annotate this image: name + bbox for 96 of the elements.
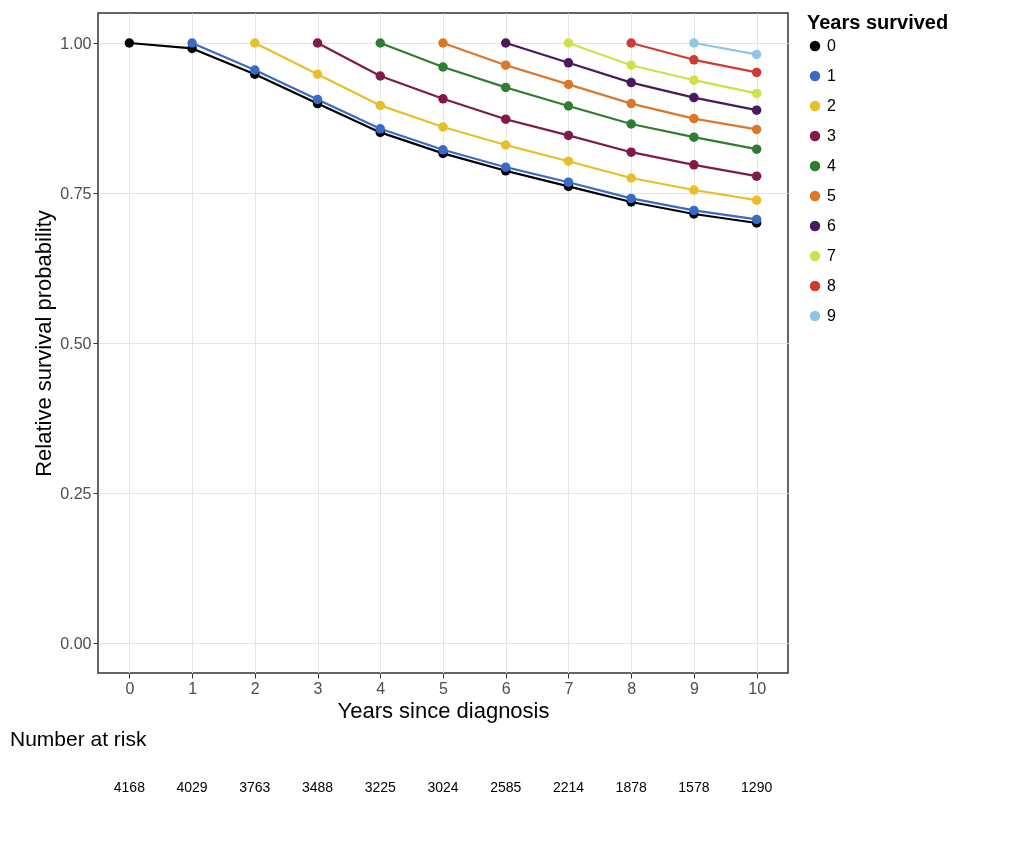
point <box>751 67 762 78</box>
point <box>751 49 762 60</box>
legend-label: 5 <box>827 187 836 204</box>
text: 4029 <box>176 779 208 795</box>
y-tick-label: 0.25 <box>60 484 92 502</box>
y-tick-label: 0.75 <box>60 184 92 202</box>
text: 3763 <box>239 779 271 795</box>
point <box>187 38 197 48</box>
text: 3225 <box>364 779 397 795</box>
point <box>751 171 762 181</box>
point <box>375 124 386 134</box>
point <box>563 101 574 111</box>
point <box>626 98 636 109</box>
text: 1290 <box>741 779 773 795</box>
point <box>438 94 448 104</box>
text: 2585 <box>490 779 522 795</box>
point <box>563 177 574 187</box>
x-tick-label: 6 <box>501 679 511 697</box>
legend-label: 2 <box>827 97 836 114</box>
point <box>751 88 762 99</box>
legend-label: 0 <box>827 37 836 54</box>
point <box>626 60 636 70</box>
point <box>500 140 511 150</box>
text: 4168 <box>113 779 146 795</box>
y-axis-title: Relative survival probability <box>31 210 57 477</box>
point <box>563 79 574 90</box>
text: 2214 <box>552 779 585 795</box>
point <box>751 214 762 225</box>
x-tick-label: 9 <box>689 679 699 697</box>
point <box>689 92 699 103</box>
point <box>626 77 636 88</box>
point <box>375 38 386 48</box>
legend-title: Years survived <box>807 11 949 33</box>
point <box>751 124 762 135</box>
legend-label: 9 <box>827 307 836 324</box>
legend-label: 7 <box>827 247 836 264</box>
x-axis-title: Years since diagnosis <box>337 697 550 723</box>
legend-label: 3 <box>827 127 836 144</box>
y-tick-label: 1.00 <box>60 34 92 52</box>
point <box>563 38 574 48</box>
legend-label: 6 <box>827 217 836 234</box>
point <box>689 55 699 65</box>
point <box>689 38 699 48</box>
y-tick-label: 0.00 <box>60 634 92 652</box>
point <box>375 100 386 111</box>
x-tick-label: 8 <box>627 679 637 697</box>
point <box>500 114 511 124</box>
point <box>438 122 448 132</box>
point <box>312 69 323 79</box>
point <box>626 147 636 157</box>
text: 3488 <box>301 779 334 795</box>
text: Number at risk <box>10 727 148 750</box>
x-tick-label: 2 <box>250 679 260 697</box>
point <box>375 71 386 81</box>
x-tick-label: 1 <box>188 679 198 697</box>
text: 1578 <box>678 779 710 795</box>
x-tick-label: 3 <box>313 679 323 697</box>
point <box>626 173 636 183</box>
point <box>689 113 699 124</box>
x-tick-label: 5 <box>439 679 449 697</box>
point <box>689 132 699 142</box>
legend-label: 4 <box>827 157 836 174</box>
point <box>438 145 448 155</box>
point <box>563 130 574 141</box>
point <box>312 38 323 48</box>
point <box>438 62 448 72</box>
legend-label: 1 <box>827 67 836 84</box>
text: 1878 <box>615 779 647 795</box>
point <box>124 38 135 48</box>
y-tick-label: 0.50 <box>60 334 92 352</box>
point <box>500 162 511 172</box>
point <box>751 195 762 205</box>
point <box>250 65 260 75</box>
point <box>500 60 511 70</box>
point <box>500 38 511 48</box>
point <box>312 94 323 105</box>
x-tick-label: 7 <box>564 679 574 697</box>
point <box>626 193 636 204</box>
point <box>500 82 511 93</box>
point <box>751 144 762 154</box>
x-tick-label: 10 <box>748 679 767 697</box>
point <box>626 119 636 129</box>
point <box>563 156 574 166</box>
point <box>751 105 762 115</box>
point <box>563 58 574 68</box>
legend-label: 8 <box>827 277 836 294</box>
point <box>689 185 699 195</box>
point <box>689 160 699 170</box>
point <box>689 75 699 85</box>
x-tick-label: 4 <box>376 679 386 697</box>
point <box>438 38 448 48</box>
x-tick-label: 0 <box>125 679 135 697</box>
point <box>689 205 699 216</box>
text: 3024 <box>427 779 459 795</box>
point <box>626 38 636 48</box>
point <box>250 38 260 48</box>
